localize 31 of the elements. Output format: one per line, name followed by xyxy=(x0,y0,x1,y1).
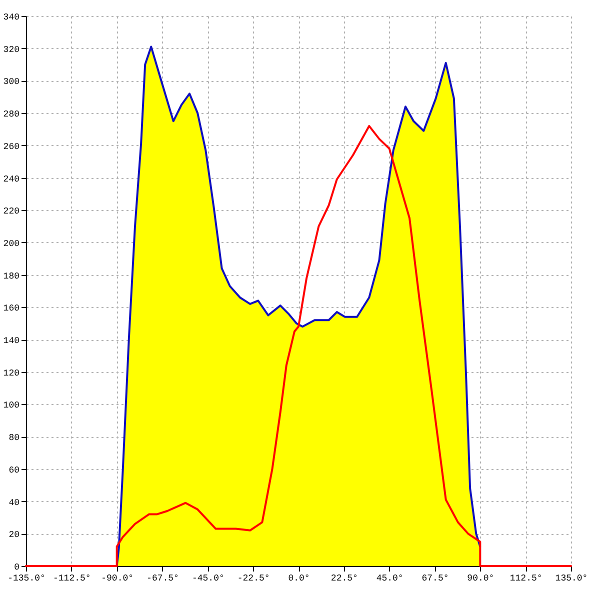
y-tick-label: 220 xyxy=(3,206,20,217)
y-tick-label: 260 xyxy=(3,142,20,152)
y-tick-label: 340 xyxy=(3,12,20,22)
x-tick-label: 22.5° xyxy=(330,574,358,584)
y-tick-label: 320 xyxy=(3,44,20,55)
x-tick-label: -90.0° xyxy=(101,574,134,584)
y-tick-label: 240 xyxy=(3,174,20,184)
x-tick-label: -45.0° xyxy=(192,574,224,584)
y-tick-label: 60 xyxy=(8,465,20,476)
y-tick-label: 80 xyxy=(8,433,20,444)
y-tick-label: 40 xyxy=(8,498,20,508)
y-tick-label: 300 xyxy=(3,77,20,88)
y-tick-label: 140 xyxy=(3,336,20,346)
x-tick-label: -135.0° xyxy=(8,574,46,584)
x-tick-label: -22.5° xyxy=(237,574,270,584)
y-tick-label: 200 xyxy=(3,238,20,249)
x-tick-label: 90.0° xyxy=(467,574,494,584)
y-tick-label: 180 xyxy=(3,271,20,282)
y-tick-label: 160 xyxy=(3,304,20,314)
x-tick-label: -67.5° xyxy=(146,574,179,584)
y-tick-label: 280 xyxy=(3,110,20,120)
x-tick-label: -112.5° xyxy=(53,574,91,584)
y-tick-label: 20 xyxy=(8,530,20,540)
x-tick-label: 45.0° xyxy=(376,574,404,584)
x-tick-label: 135.0° xyxy=(555,574,588,584)
y-tick-label: 100 xyxy=(3,400,20,411)
x-tick-label: 112.5° xyxy=(510,574,542,584)
y-tick-label: 120 xyxy=(3,368,20,378)
x-tick-label: 67.5° xyxy=(422,574,449,584)
x-tick-label: 0.0° xyxy=(288,574,310,584)
y-tick-label: 0 xyxy=(14,562,20,572)
